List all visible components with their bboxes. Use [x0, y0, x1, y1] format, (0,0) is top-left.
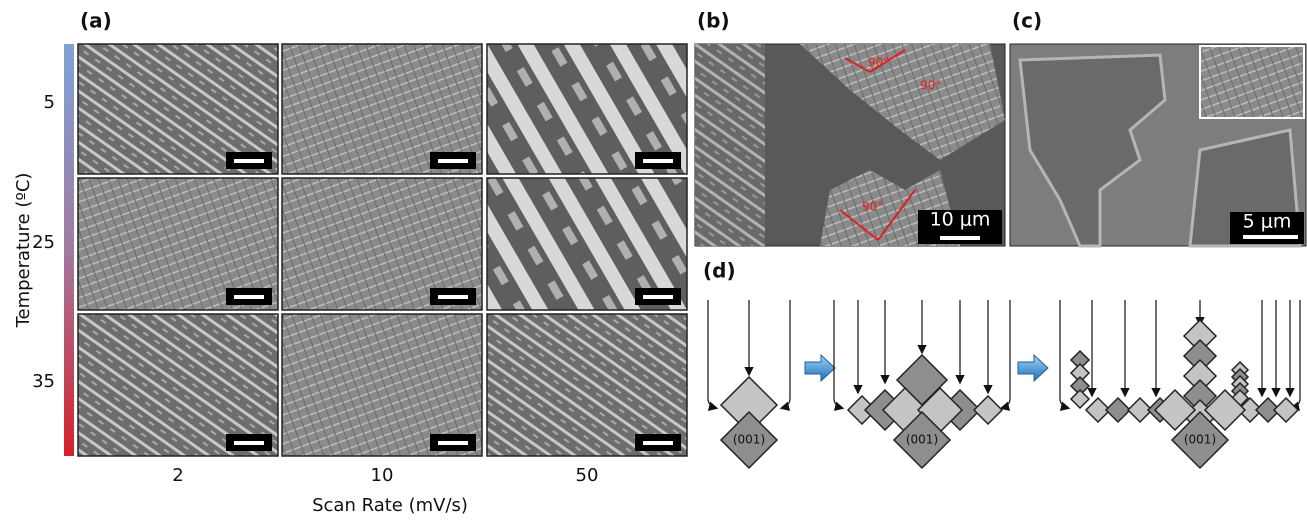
panel-label: (a)	[80, 9, 112, 33]
flux-curve	[782, 300, 790, 408]
angle-label: 90°	[920, 79, 941, 93]
column-label: 2	[172, 465, 183, 486]
column-label: 10	[371, 465, 394, 486]
flux-curve	[1292, 300, 1300, 408]
flux-curve	[708, 300, 716, 408]
y-axis-title: Temperature (ºC)	[13, 173, 34, 329]
angle-label: 90°	[868, 56, 889, 70]
micrograph-c: 5 μm	[1010, 44, 1306, 246]
x-axis-title: Scan Rate (mV/s)	[312, 495, 468, 516]
temperature-bar	[64, 44, 74, 456]
scale-bar	[438, 159, 468, 163]
crystal	[1071, 390, 1089, 408]
flux-curve	[834, 300, 842, 408]
scale-bar	[234, 295, 264, 299]
micrograph-b: 90° 90° 90° 10 μm	[695, 44, 1005, 246]
column-label: 50	[576, 465, 599, 486]
row-label: 35	[32, 371, 55, 392]
scale-bar-label: 10 μm	[930, 209, 991, 231]
facet-label: (001)	[1184, 433, 1216, 447]
growth-diagram: (001) (001) (001)	[708, 300, 1300, 468]
figure: (a) (b) (c) (d) Temperature (ºC) 5 25 35…	[0, 0, 1307, 520]
micrograph-grid	[78, 44, 687, 456]
scale-bar	[234, 441, 264, 445]
crystal	[1274, 398, 1298, 422]
flux-curve	[1002, 300, 1010, 408]
row-label: 25	[32, 232, 55, 253]
panel-label: (b)	[697, 9, 730, 33]
crystal	[974, 396, 1002, 424]
row-label: 5	[44, 92, 55, 113]
scale-bar	[438, 441, 468, 445]
flux-curve	[1060, 300, 1068, 408]
scale-bar	[643, 295, 673, 299]
scale-bar	[643, 159, 673, 163]
panel-label: (c)	[1012, 9, 1042, 33]
scale-bar-label: 5 μm	[1243, 211, 1292, 233]
crystal	[1106, 398, 1130, 422]
angle-label: 90°	[862, 200, 883, 214]
panel-label: (d)	[703, 259, 736, 283]
facet-label: (001)	[733, 433, 765, 447]
scale-bar	[438, 295, 468, 299]
facet-label: (001)	[906, 433, 938, 447]
scale-bar	[234, 159, 264, 163]
scale-bar	[643, 441, 673, 445]
